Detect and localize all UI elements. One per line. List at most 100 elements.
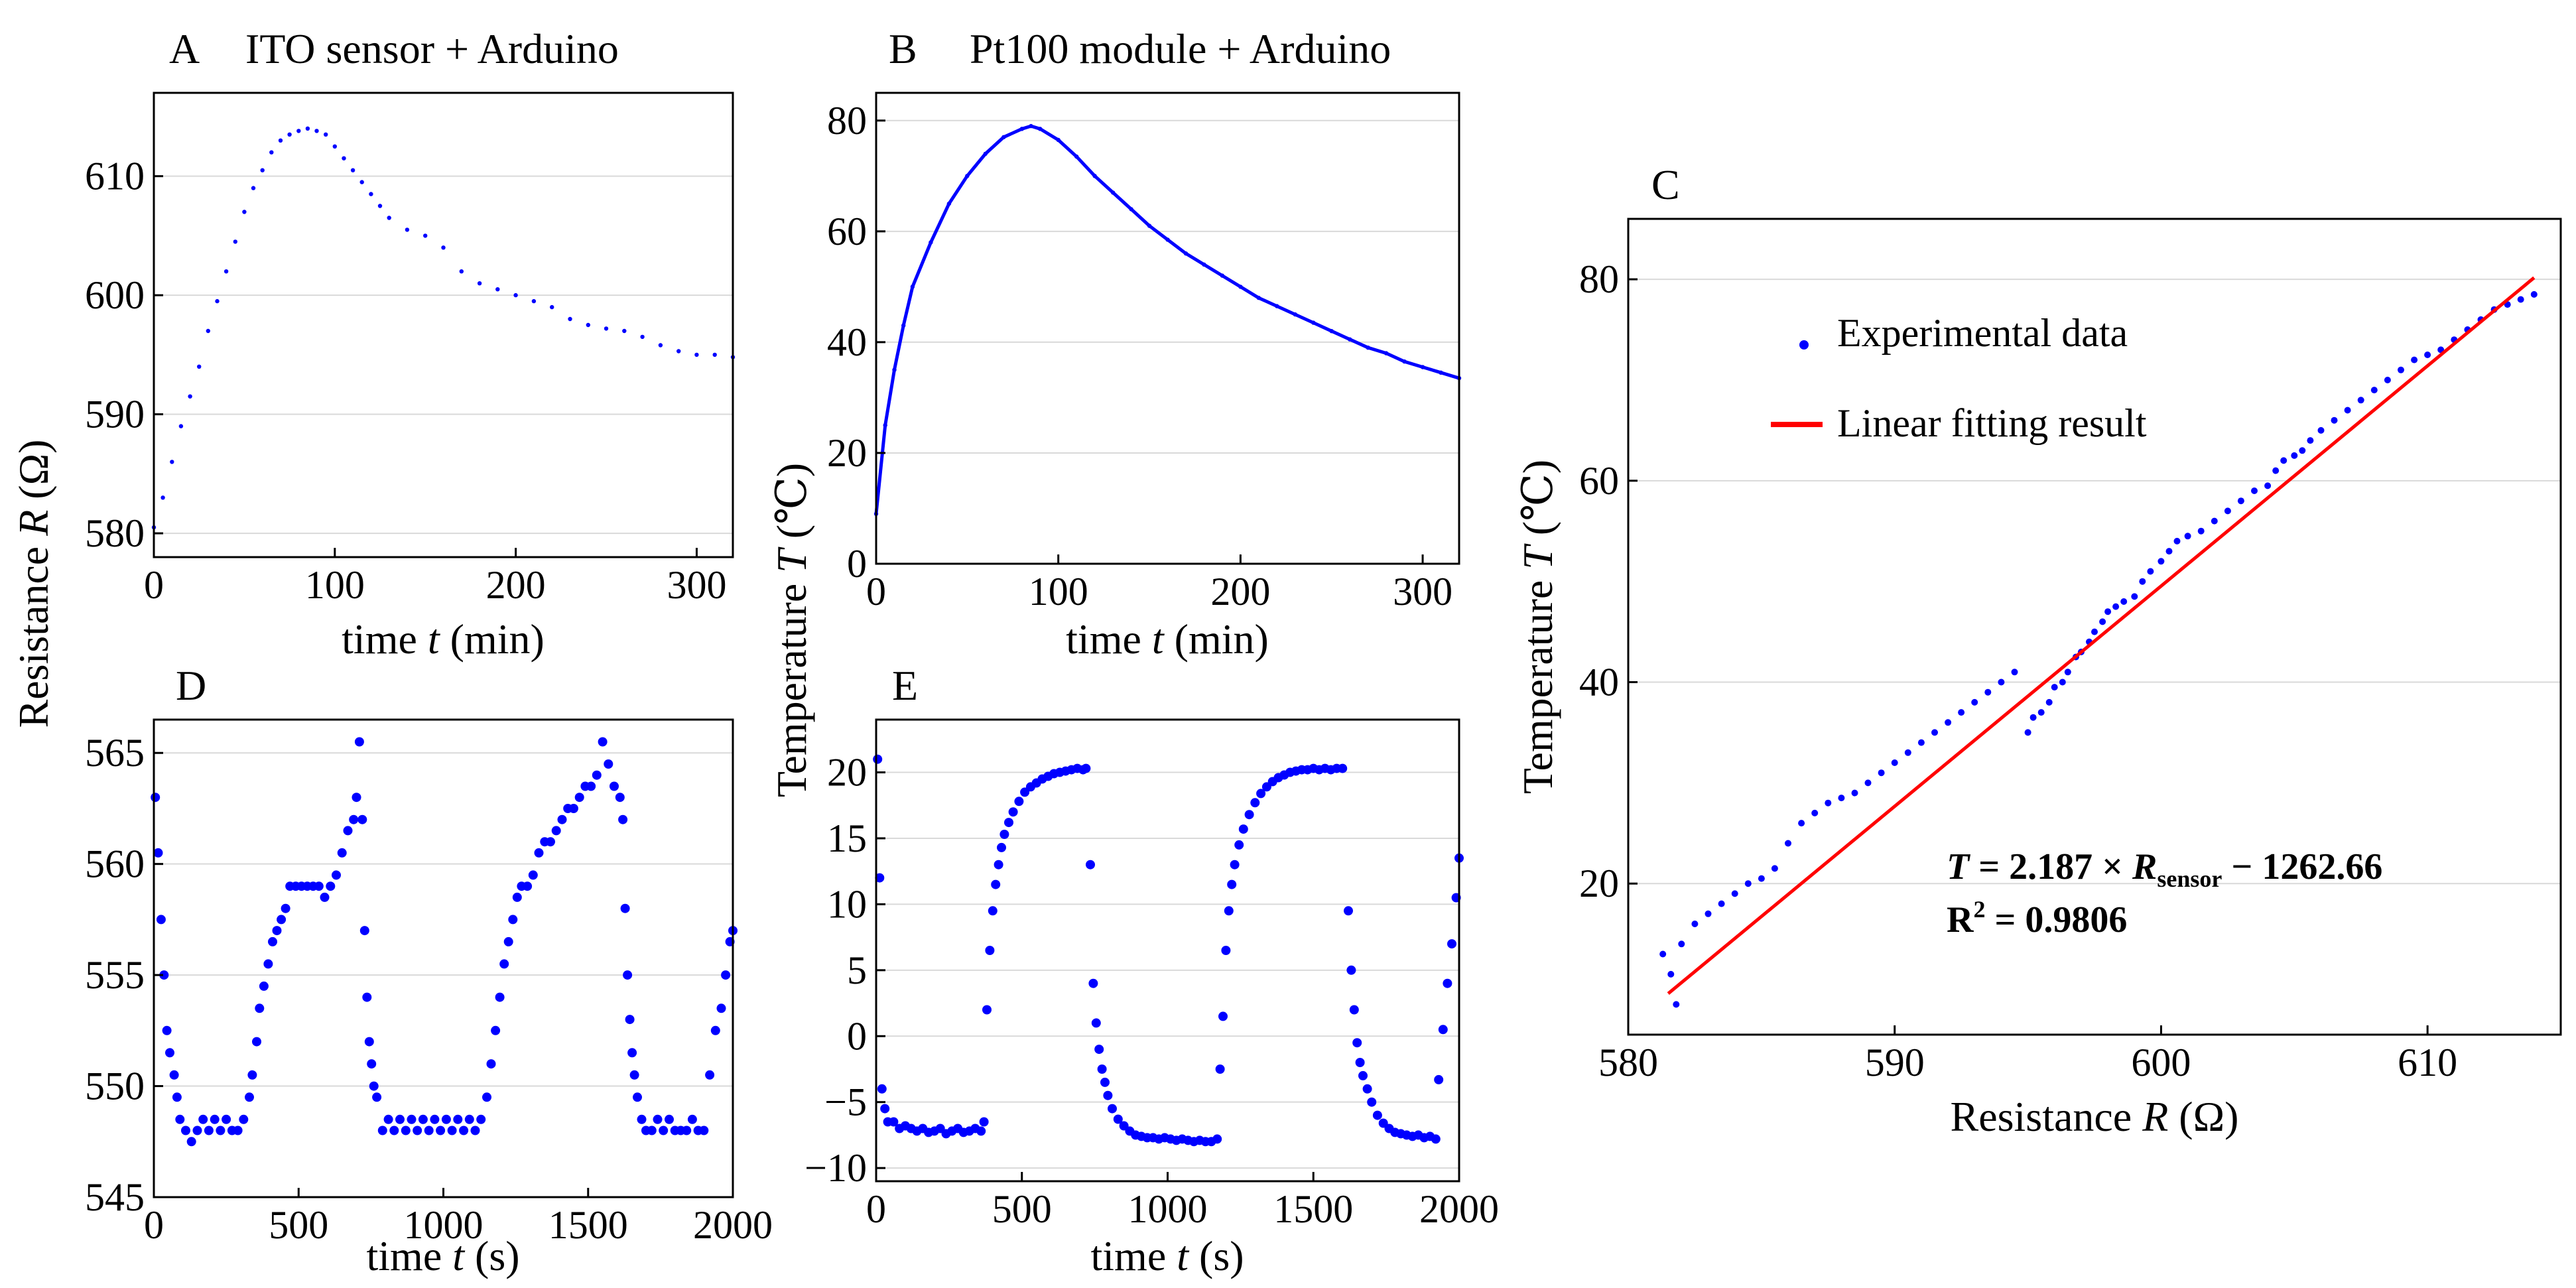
panel-d-data-point bbox=[268, 936, 277, 946]
panel-e-data-point bbox=[997, 842, 1006, 852]
panel-d-data-point bbox=[383, 1114, 393, 1124]
panel-c-data-point bbox=[2165, 548, 2173, 555]
panel-d-xtick-label: 0 bbox=[144, 1203, 164, 1247]
panel-d-data-point bbox=[159, 970, 169, 980]
panel-d-data-point bbox=[610, 781, 619, 791]
panel-a-data-point bbox=[712, 352, 717, 357]
panel-c-equation: T = 2.187 × Rsensor − 1262.66 R2 = 0.980… bbox=[1947, 846, 2382, 940]
panel-e-data-point bbox=[1097, 1064, 1107, 1074]
panel-c-ytick-label: 40 bbox=[1579, 661, 1619, 704]
panel-c-data-point bbox=[2291, 452, 2298, 459]
panel-a-data-point bbox=[314, 129, 319, 133]
panel-c-data-point bbox=[2059, 678, 2066, 686]
panel-a-data-point bbox=[387, 216, 391, 220]
panel-e-data-point bbox=[1086, 860, 1095, 869]
panel-a-data-point bbox=[369, 192, 373, 196]
panel-e-data-point bbox=[1014, 797, 1024, 806]
panel-d-data-point bbox=[464, 1114, 474, 1124]
panel-d-data-point bbox=[512, 892, 522, 902]
panel-e-data-point bbox=[979, 1117, 989, 1127]
panel-d-data-point bbox=[447, 1126, 457, 1135]
panel-b-data-point bbox=[1238, 285, 1243, 289]
panel-a-data-point bbox=[604, 326, 609, 331]
panel-c-data-point bbox=[1691, 921, 1699, 927]
eq-r: R bbox=[2132, 846, 2157, 887]
panel-d-data-point bbox=[407, 1114, 417, 1124]
panel-c-data-point bbox=[2251, 487, 2258, 494]
panel-a-data-point bbox=[377, 204, 383, 208]
panel-b-data-point bbox=[883, 423, 887, 428]
panel-c-data-point bbox=[1667, 970, 1675, 978]
panel-d-data-point bbox=[470, 1126, 480, 1135]
panel-c-data-point bbox=[2272, 467, 2280, 474]
panel-d-data-point bbox=[623, 970, 633, 980]
panel-c-data-point bbox=[2517, 296, 2524, 303]
panel-c-legend: Experimental data Linear fitting result bbox=[1771, 311, 2147, 445]
panel-d-data-point bbox=[172, 1092, 182, 1102]
panel-b-ylabel: Temperature T (℃) bbox=[768, 463, 815, 797]
panel-c-xtick-label: 580 bbox=[1598, 1041, 1658, 1084]
panel-c-data-point bbox=[2197, 527, 2205, 535]
panel-a-data-point bbox=[350, 168, 355, 172]
panel-d-data-point bbox=[430, 1114, 440, 1124]
panel-c-data-point bbox=[1971, 698, 1978, 706]
panel-c-letter: C bbox=[1651, 161, 1680, 208]
panel-c-data-point bbox=[1785, 840, 1791, 847]
panel-c-data-point bbox=[1891, 759, 1898, 766]
panel-c-data-point bbox=[1851, 789, 1858, 797]
panel-b-ytick-label: 80 bbox=[827, 99, 867, 143]
panel-c-data-point bbox=[2173, 537, 2181, 545]
panel-d-data-point bbox=[604, 759, 613, 769]
panel-d-xtick-label: 1000 bbox=[404, 1203, 483, 1247]
panel-e-xtick-label: 0 bbox=[866, 1187, 886, 1231]
eq-rhs: − 1262.66 bbox=[2222, 846, 2382, 887]
panel-e-data-point bbox=[1358, 1070, 1368, 1080]
panel-c-data-point bbox=[1771, 865, 1778, 872]
panel-a-data-point bbox=[640, 334, 645, 340]
panel-d-data-point bbox=[239, 1114, 249, 1124]
panel-c-data-point bbox=[2357, 397, 2364, 404]
panel-d-data-point bbox=[486, 1059, 496, 1069]
panel-b-data-point bbox=[1366, 346, 1370, 350]
panel-e-data-point bbox=[1447, 939, 1456, 949]
panel-d-data-point bbox=[618, 814, 628, 824]
panel-e-data-point bbox=[1372, 1110, 1382, 1120]
panel-d-data-point bbox=[551, 826, 561, 836]
panel-d-data-point bbox=[349, 814, 359, 824]
panel-c-data-point bbox=[2530, 290, 2538, 298]
panel-b-data-point bbox=[1384, 351, 1389, 355]
panel-a-ytick-label: 580 bbox=[85, 511, 145, 555]
panel-e-data-point bbox=[1091, 1018, 1101, 1028]
panel-d-data-point bbox=[436, 1126, 446, 1135]
panel-c-data-point bbox=[2384, 377, 2391, 383]
legend-label-experimental: Experimental data bbox=[1837, 311, 2128, 355]
panel-b-data-point bbox=[1029, 123, 1033, 129]
panel-a-data-point bbox=[694, 352, 699, 357]
panel-a-data-point bbox=[359, 180, 364, 184]
panel-d-data-point bbox=[491, 1025, 501, 1035]
panel-d: D 545 550 555 560 565 0 500 1000 1500 2000 time t… bbox=[85, 662, 773, 1279]
panel-d-letter: D bbox=[176, 662, 206, 709]
panel-e-data-point bbox=[1227, 879, 1237, 889]
panel-d-data-point bbox=[326, 881, 336, 891]
panel-d-data-point bbox=[568, 804, 578, 813]
panel-c-data-point bbox=[1825, 799, 1832, 806]
panel-b-data-point bbox=[1019, 127, 1025, 131]
panel-e-ytick-label: 15 bbox=[827, 816, 867, 860]
panel-b-data-point bbox=[901, 323, 906, 328]
panel-e-data-point bbox=[994, 860, 1003, 869]
panel-e-ytick-label: 20 bbox=[827, 751, 867, 795]
panel-a-data-point bbox=[531, 298, 537, 304]
panel-a-data-point bbox=[405, 227, 410, 232]
panel-d-data-point bbox=[198, 1114, 208, 1124]
panel-c-data-point bbox=[1958, 709, 1965, 716]
panel-d-data-point bbox=[659, 1126, 669, 1135]
panel-d-ytick-label: 545 bbox=[85, 1175, 145, 1219]
panel-e-data-point bbox=[1438, 1025, 1448, 1035]
panel-e-data-point bbox=[982, 1005, 992, 1015]
panel-d-data-point bbox=[362, 992, 372, 1002]
panel-c-data-point bbox=[2331, 417, 2338, 424]
panel-d-data-point bbox=[401, 1126, 411, 1135]
r2-sup: 2 bbox=[1973, 896, 1985, 923]
r2-value: = 0.9806 bbox=[1985, 899, 2127, 940]
